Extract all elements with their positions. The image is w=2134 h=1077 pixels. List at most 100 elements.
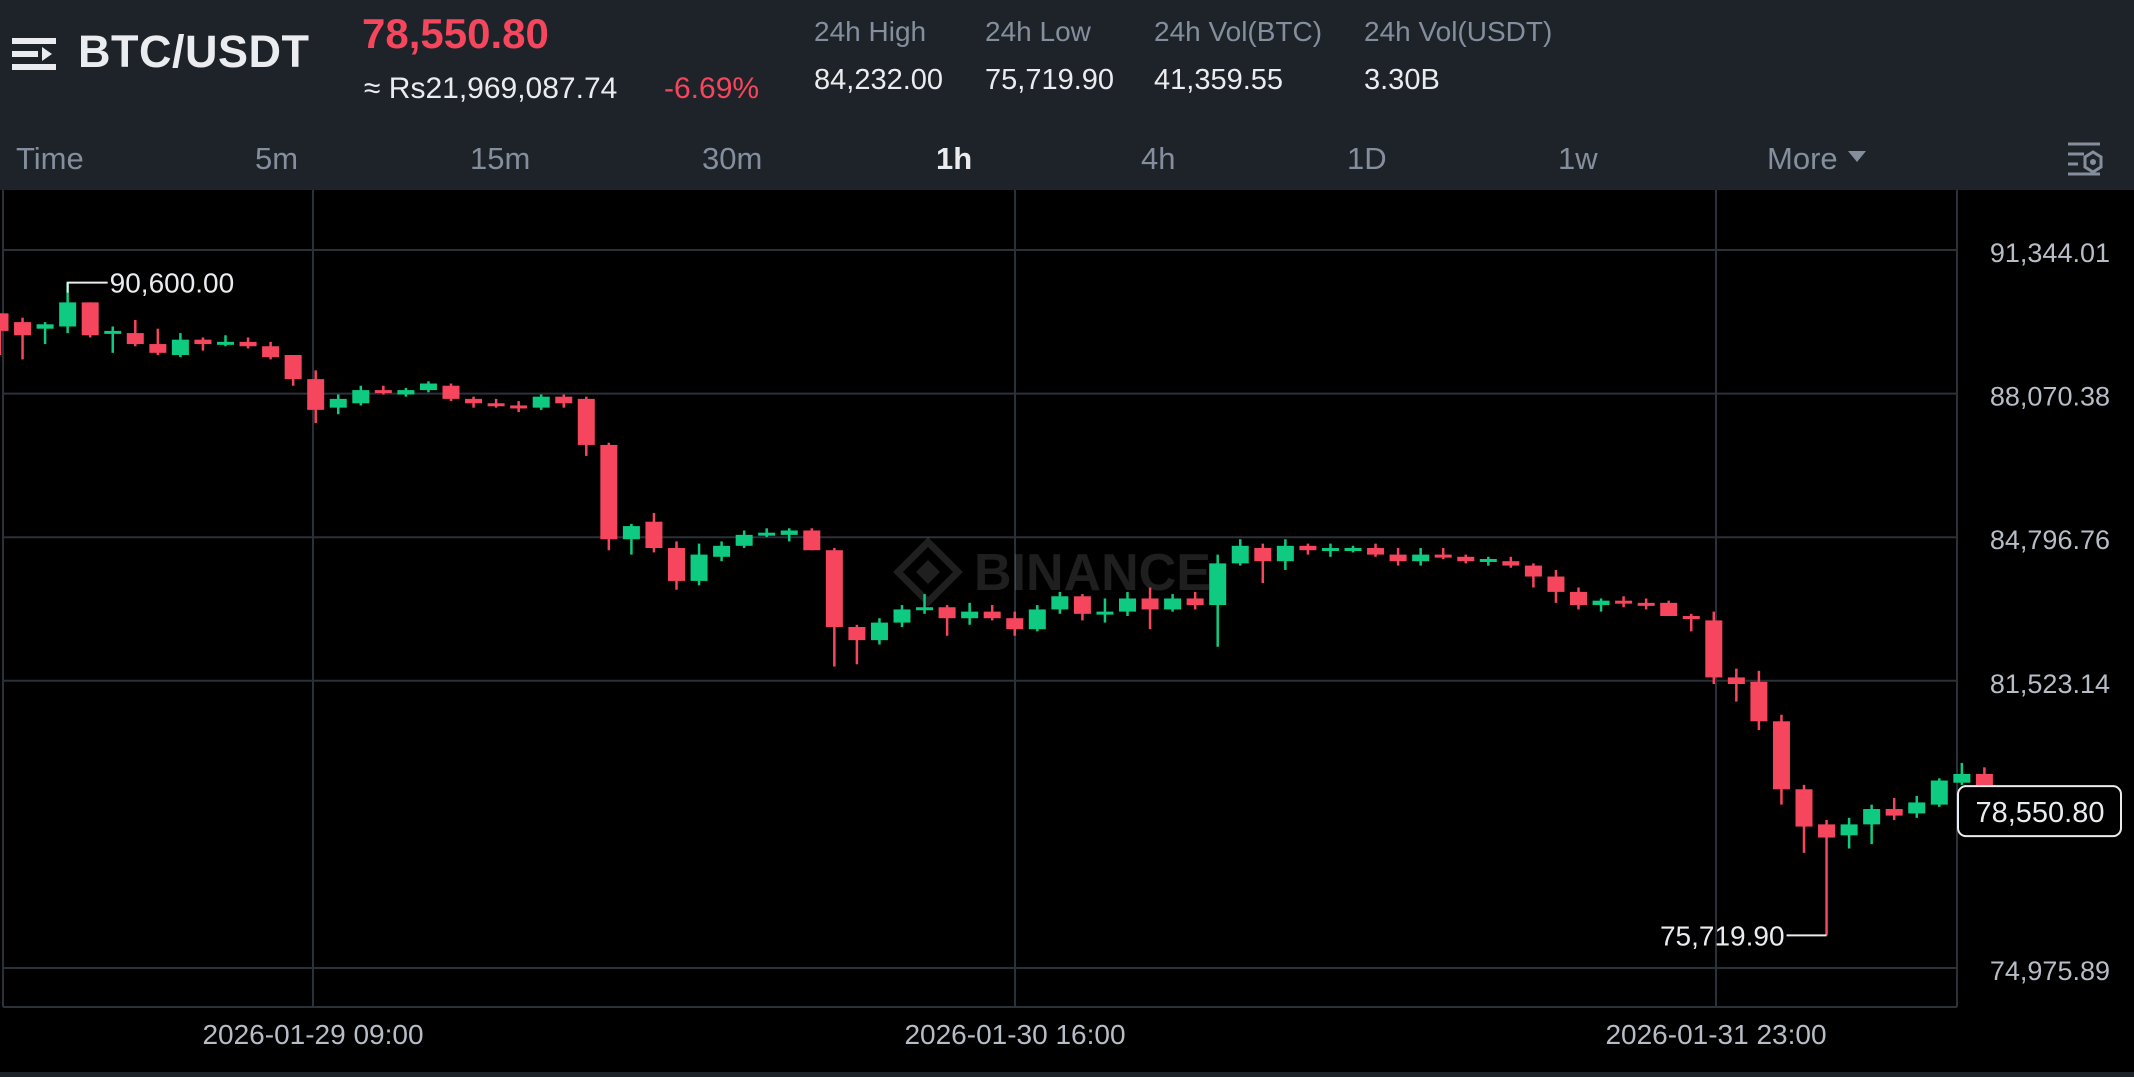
candle — [284, 355, 302, 386]
candles — [0, 282, 1993, 936]
candle-body — [1096, 611, 1114, 615]
interval-time[interactable]: Time — [16, 141, 84, 176]
stat-24h-high: 24h High 84,232.00 — [814, 16, 943, 97]
binance-watermark: BINANCE — [893, 537, 1211, 607]
interval-5m[interactable]: 5m — [255, 141, 299, 176]
candle-body — [1141, 598, 1159, 610]
candlestick-chart[interactable]: BINANCE 90,600.00 75,719.90 78,550.80 91,3… — [0, 190, 2134, 1072]
candle-body — [1028, 609, 1046, 630]
candle — [916, 594, 934, 614]
y-tick-label: 74,975.89 — [1990, 956, 2110, 986]
candle-body — [1592, 600, 1610, 606]
candle-body — [961, 611, 979, 619]
candle — [961, 602, 979, 625]
candle — [1254, 543, 1272, 584]
candle-body — [1524, 565, 1542, 577]
x-tick-label: 2026-01-31 23:00 — [1605, 1019, 1826, 1050]
candle-body — [916, 607, 934, 611]
interval-4h[interactable]: 4h — [1141, 141, 1176, 176]
candle — [1953, 762, 1971, 785]
candle-body — [1660, 602, 1678, 617]
candle — [622, 523, 640, 555]
candle-body — [690, 554, 708, 581]
candle-body — [217, 341, 234, 345]
candle-body — [1615, 600, 1633, 604]
candle — [1231, 539, 1249, 566]
candle — [1818, 819, 1836, 936]
last-price: 78,550.80 — [362, 10, 549, 57]
watermark-text: BINANCE — [974, 544, 1211, 602]
candle-body — [555, 396, 573, 404]
stat-label: 24h Vol(USDT) — [1364, 16, 1553, 47]
candle — [645, 512, 663, 553]
candle — [713, 541, 731, 562]
candle — [1615, 596, 1633, 608]
candle — [352, 385, 370, 406]
candle — [1750, 670, 1768, 731]
low-marker-label: 75,719.90 — [1660, 920, 1785, 951]
candle-body — [1885, 809, 1903, 816]
high-marker-line — [66, 281, 108, 293]
candle-body — [239, 341, 257, 347]
price-markers: 90,600.00 75,719.90 78,550.80 — [66, 268, 2122, 951]
candle-body — [713, 545, 731, 557]
candle — [983, 605, 1001, 621]
candle — [329, 394, 347, 415]
candle-body — [1457, 556, 1475, 562]
candle-body — [1637, 602, 1655, 606]
stat-label: 24h High — [814, 16, 927, 47]
candle-body — [645, 521, 663, 549]
candle-body — [171, 339, 189, 356]
interval-more[interactable]: More — [1767, 141, 1866, 177]
interval-more-label: More — [1767, 141, 1838, 176]
candle-body — [1231, 545, 1249, 564]
candle — [780, 528, 798, 542]
candle — [1321, 543, 1339, 557]
candle — [14, 317, 32, 360]
stat-value: 84,232.00 — [814, 64, 944, 96]
interval-1w[interactable]: 1w — [1558, 141, 1598, 176]
candle-body — [1795, 789, 1813, 827]
interval-15m[interactable]: 15m — [470, 141, 531, 176]
candle-body — [938, 607, 956, 619]
candle-body — [1276, 545, 1294, 562]
candle — [510, 401, 528, 413]
candle — [1209, 554, 1227, 647]
candle-body — [848, 626, 866, 641]
interval-30m[interactable]: 30m — [702, 141, 763, 176]
candle — [1885, 798, 1903, 820]
menu-icon[interactable] — [12, 32, 58, 76]
y-tick-label: 81,523.14 — [1990, 669, 2110, 699]
candle — [532, 394, 550, 410]
candle — [668, 541, 685, 590]
candle — [239, 337, 257, 349]
interval-1d[interactable]: 1D — [1347, 141, 1387, 176]
candle-body — [825, 550, 843, 627]
candle — [262, 341, 280, 360]
candle — [1547, 569, 1565, 603]
pair-title[interactable]: BTC/USDT — [78, 26, 310, 77]
candle-body — [1073, 596, 1091, 614]
candle — [938, 605, 956, 636]
candle — [1412, 548, 1430, 566]
candle-body — [487, 403, 505, 407]
candle — [1502, 556, 1520, 568]
last-price-box — [1957, 785, 2122, 838]
stat-label: 24h Vol(BTC) — [1154, 16, 1323, 47]
candle — [758, 528, 776, 538]
candle-body — [1119, 598, 1136, 612]
binance-logo-icon — [893, 537, 963, 607]
candle — [1344, 545, 1362, 553]
interval-1h[interactable]: 1h — [936, 141, 973, 176]
candle — [1863, 804, 1881, 845]
candle-body — [374, 390, 392, 394]
chart-settings-icon[interactable] — [2062, 138, 2106, 182]
candle-body — [510, 405, 528, 409]
candle — [307, 370, 325, 424]
candle-body — [397, 390, 415, 395]
candle — [1570, 587, 1587, 610]
candle-body — [149, 344, 167, 353]
price-chart[interactable]: BINANCE 90,600.00 75,719.90 78,550.80 91,3… — [0, 190, 2134, 1072]
candle — [1186, 591, 1204, 610]
candle — [1073, 594, 1091, 621]
